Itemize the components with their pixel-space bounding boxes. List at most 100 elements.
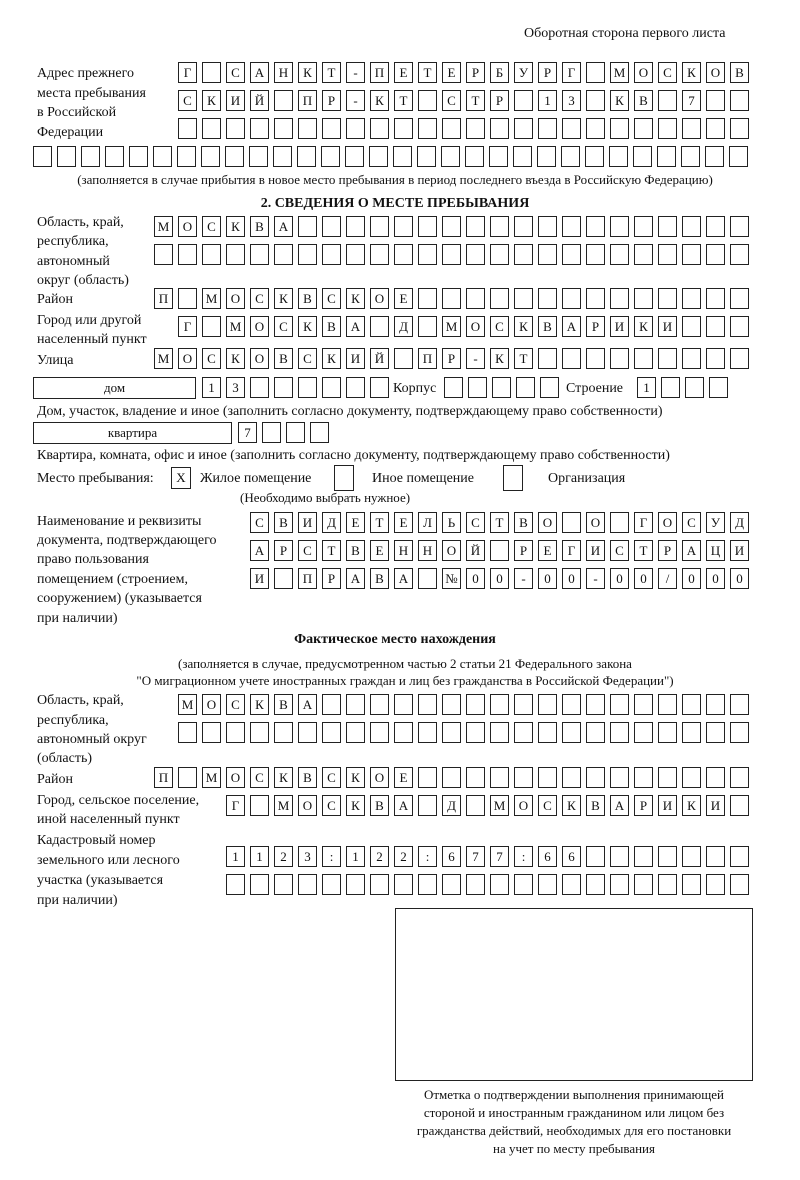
- char-cell[interactable]: [706, 694, 725, 715]
- char-cell[interactable]: П: [418, 348, 437, 369]
- char-cell[interactable]: И: [610, 316, 629, 337]
- char-cell[interactable]: [658, 767, 677, 788]
- char-cell[interactable]: С: [178, 90, 197, 111]
- char-cell[interactable]: [274, 722, 293, 743]
- char-cell[interactable]: 0: [490, 568, 509, 589]
- char-cell[interactable]: [490, 118, 509, 139]
- char-cell[interactable]: 1: [538, 90, 557, 111]
- char-cell[interactable]: П: [154, 767, 173, 788]
- char-cell[interactable]: С: [466, 512, 485, 533]
- char-cell[interactable]: [418, 90, 437, 111]
- char-cell[interactable]: Е: [394, 62, 413, 83]
- char-cell[interactable]: [730, 90, 749, 111]
- checkbox-residential[interactable]: X: [171, 467, 191, 489]
- char-cell[interactable]: А: [682, 540, 701, 561]
- char-cell[interactable]: Д: [442, 795, 461, 816]
- char-cell[interactable]: Д: [730, 512, 749, 533]
- char-cell[interactable]: 3: [226, 377, 245, 398]
- char-cell[interactable]: [514, 118, 533, 139]
- char-cell[interactable]: [634, 767, 653, 788]
- char-cell[interactable]: [658, 874, 677, 895]
- char-cell[interactable]: [586, 348, 605, 369]
- char-cell[interactable]: [682, 694, 701, 715]
- char-cell[interactable]: [538, 874, 557, 895]
- char-cell[interactable]: -: [346, 90, 365, 111]
- char-cell[interactable]: И: [730, 540, 749, 561]
- char-cell[interactable]: [322, 722, 341, 743]
- char-cell[interactable]: Й: [370, 348, 389, 369]
- char-cell[interactable]: М: [202, 288, 221, 309]
- char-cell[interactable]: [634, 244, 653, 265]
- char-cell[interactable]: 1: [346, 846, 365, 867]
- char-cell[interactable]: [586, 874, 605, 895]
- char-cell[interactable]: [682, 216, 701, 237]
- char-cell[interactable]: [685, 377, 704, 398]
- char-cell[interactable]: Г: [562, 540, 581, 561]
- char-cell[interactable]: [514, 767, 533, 788]
- char-cell[interactable]: С: [202, 216, 221, 237]
- char-cell[interactable]: Й: [250, 90, 269, 111]
- char-cell[interactable]: Р: [442, 348, 461, 369]
- char-cell[interactable]: [658, 216, 677, 237]
- char-cell[interactable]: [538, 244, 557, 265]
- char-cell[interactable]: С: [610, 540, 629, 561]
- char-cell[interactable]: С: [322, 767, 341, 788]
- char-cell[interactable]: М: [490, 795, 509, 816]
- char-cell[interactable]: Г: [178, 316, 197, 337]
- char-cell[interactable]: [418, 874, 437, 895]
- char-cell[interactable]: [586, 722, 605, 743]
- char-cell[interactable]: 1: [202, 377, 221, 398]
- char-cell[interactable]: 1: [637, 377, 656, 398]
- char-cell[interactable]: [346, 377, 365, 398]
- char-cell[interactable]: [730, 316, 749, 337]
- char-cell[interactable]: К: [370, 90, 389, 111]
- char-cell[interactable]: С: [658, 62, 677, 83]
- char-cell[interactable]: 2: [274, 846, 293, 867]
- char-cell[interactable]: Н: [394, 540, 413, 561]
- char-cell[interactable]: О: [226, 288, 245, 309]
- char-cell[interactable]: [658, 846, 677, 867]
- char-cell[interactable]: С: [226, 694, 245, 715]
- char-cell[interactable]: [273, 146, 292, 167]
- char-cell[interactable]: [586, 62, 605, 83]
- char-cell[interactable]: [274, 377, 293, 398]
- char-cell[interactable]: О: [298, 795, 317, 816]
- char-cell[interactable]: О: [658, 512, 677, 533]
- char-cell[interactable]: [466, 216, 485, 237]
- char-cell[interactable]: [297, 146, 316, 167]
- char-cell[interactable]: [514, 244, 533, 265]
- char-cell[interactable]: [730, 694, 749, 715]
- char-cell[interactable]: [178, 767, 197, 788]
- char-cell[interactable]: [658, 90, 677, 111]
- char-cell[interactable]: [226, 118, 245, 139]
- char-cell[interactable]: [322, 216, 341, 237]
- char-cell[interactable]: [177, 146, 196, 167]
- char-cell[interactable]: [610, 216, 629, 237]
- char-cell[interactable]: К: [274, 288, 293, 309]
- char-cell[interactable]: М: [610, 62, 629, 83]
- char-cell[interactable]: Ь: [442, 512, 461, 533]
- char-cell[interactable]: [250, 244, 269, 265]
- char-cell[interactable]: [489, 146, 508, 167]
- char-cell[interactable]: [346, 216, 365, 237]
- house-type-field[interactable]: дом: [33, 377, 196, 399]
- char-cell[interactable]: [468, 377, 487, 398]
- char-cell[interactable]: [706, 874, 725, 895]
- char-cell[interactable]: С: [490, 316, 509, 337]
- char-cell[interactable]: Т: [490, 512, 509, 533]
- char-cell[interactable]: Р: [322, 90, 341, 111]
- char-cell[interactable]: В: [538, 316, 557, 337]
- char-cell[interactable]: [129, 146, 148, 167]
- char-cell[interactable]: [490, 767, 509, 788]
- char-cell[interactable]: [418, 722, 437, 743]
- char-cell[interactable]: [562, 874, 581, 895]
- char-cell[interactable]: [514, 288, 533, 309]
- char-cell[interactable]: [538, 348, 557, 369]
- char-cell[interactable]: 0: [610, 568, 629, 589]
- char-cell[interactable]: [730, 244, 749, 265]
- char-cell[interactable]: К: [610, 90, 629, 111]
- char-cell[interactable]: [286, 422, 305, 443]
- char-cell[interactable]: [682, 846, 701, 867]
- char-cell[interactable]: 3: [298, 846, 317, 867]
- char-cell[interactable]: 7: [682, 90, 701, 111]
